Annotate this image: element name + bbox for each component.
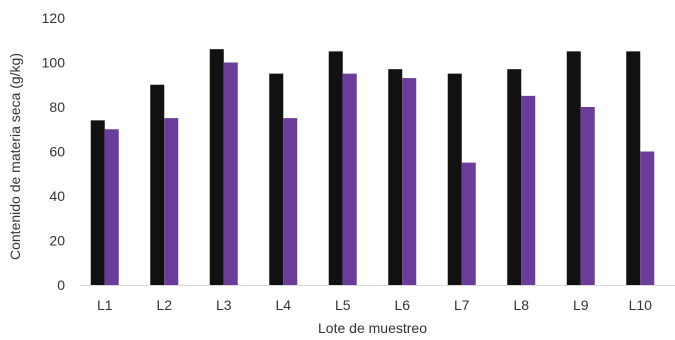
bar-l10-series-2 bbox=[640, 151, 655, 285]
y-axis-title: Contenido de materia seca (g/kg) bbox=[7, 53, 23, 260]
x-tick-label-l6: L6 bbox=[394, 297, 410, 313]
bar-l7-series-2 bbox=[461, 162, 476, 285]
x-tick-label-l3: L3 bbox=[216, 297, 232, 313]
x-tick-label-l10: L10 bbox=[629, 297, 653, 313]
bar-l9-series-1 bbox=[566, 51, 581, 285]
bar-l1-series-2 bbox=[104, 129, 119, 285]
bar-l6-series-1 bbox=[388, 69, 403, 285]
bar-l7-series-1 bbox=[447, 73, 462, 285]
y-tick-label-100: 100 bbox=[42, 55, 66, 71]
y-tick-label-80: 80 bbox=[49, 99, 65, 115]
bar-l5-series-1 bbox=[328, 51, 343, 285]
bar-l6-series-2 bbox=[402, 78, 417, 285]
bar-l2-series-1 bbox=[150, 84, 165, 285]
bar-l4-series-1 bbox=[269, 73, 284, 285]
x-tick-label-l8: L8 bbox=[513, 297, 529, 313]
bar-l2-series-2 bbox=[164, 118, 179, 285]
bar-l9-series-2 bbox=[580, 107, 595, 285]
bar-l1-series-1 bbox=[90, 120, 105, 285]
y-tick-label-0: 0 bbox=[57, 277, 65, 293]
x-axis-tick-labels: L1 L2 L3 L4 L5 L6 L7 L8 L9 L10 bbox=[97, 297, 652, 313]
bar-series bbox=[90, 49, 655, 286]
x-tick-label-l9: L9 bbox=[573, 297, 589, 313]
y-tick-label-20: 20 bbox=[49, 233, 65, 249]
x-axis-title: Lote de muestreo bbox=[318, 320, 427, 336]
x-tick-label-l4: L4 bbox=[275, 297, 291, 313]
bar-l8-series-2 bbox=[521, 95, 536, 285]
y-axis-tick-labels: 0 20 40 60 80 100 120 bbox=[42, 10, 66, 293]
bar-l5-series-2 bbox=[342, 73, 357, 285]
bar-l3-series-1 bbox=[209, 49, 224, 286]
y-tick-label-60: 60 bbox=[49, 144, 65, 160]
y-tick-label-120: 120 bbox=[42, 10, 66, 26]
bar-l4-series-2 bbox=[283, 118, 298, 285]
bar-l10-series-1 bbox=[626, 51, 641, 285]
x-tick-label-l5: L5 bbox=[335, 297, 351, 313]
x-tick-label-l2: L2 bbox=[156, 297, 172, 313]
bar-l3-series-2 bbox=[223, 62, 238, 285]
x-tick-label-l7: L7 bbox=[454, 297, 470, 313]
bar-l8-series-1 bbox=[507, 69, 522, 285]
y-tick-label-40: 40 bbox=[49, 188, 65, 204]
x-tick-label-l1: L1 bbox=[97, 297, 113, 313]
